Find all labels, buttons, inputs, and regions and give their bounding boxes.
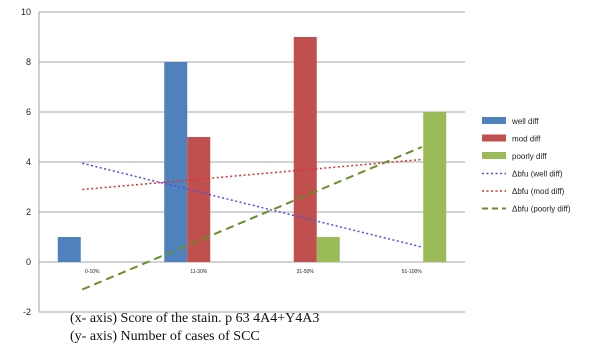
x-tick-label: 31-50% (297, 269, 315, 275)
trendline (82, 158, 422, 191)
bars (57, 37, 447, 262)
y-tick-label: 0 (26, 257, 31, 267)
legend-swatch (482, 117, 506, 124)
bar (423, 112, 447, 262)
y-tick-label: 6 (26, 107, 31, 117)
bar (57, 237, 81, 262)
bar (293, 37, 317, 262)
legend-entry: mod diff (512, 135, 541, 144)
x-axis-caption: (x- axis) Score of the stain. p 63 4A4+Y… (70, 311, 320, 326)
legend-swatch (482, 134, 506, 142)
bar (187, 137, 211, 262)
y-tick-label: 8 (26, 57, 31, 67)
trendline (82, 162, 422, 248)
legend-swatch (482, 152, 506, 159)
legend-entry: poorly diff (512, 152, 547, 161)
axes: -2 0 2 4 6 8 10 0-10% 11-30% 31-50% 51-100% (21, 7, 422, 317)
x-tick-label: 0-10% (85, 269, 100, 275)
y-tick-label: 2 (26, 207, 31, 217)
y-tick-label: -2 (23, 307, 31, 317)
legend-entry: Δbfu (poorly diff) (512, 205, 571, 214)
x-tick-label: 51-100% (402, 269, 423, 275)
legend-entry: well diff (511, 117, 539, 126)
y-tick-label: 4 (26, 157, 31, 167)
legend-entry: Δbfu (mod diff) (512, 187, 565, 196)
bar (316, 237, 340, 262)
trendlines (81, 146, 423, 291)
y-axis-caption: (y- axis) Number of cases of SCC (70, 329, 260, 344)
legend-entry: Δbfu (well diff) (512, 170, 563, 179)
trendline (81, 146, 423, 291)
legend: well diff mod diff poorly diff Δbfu (well d… (482, 117, 571, 214)
grid (39, 11, 465, 313)
bar (164, 62, 188, 262)
x-tick-label: 11-30% (190, 269, 207, 275)
y-tick-label: 10 (21, 7, 31, 17)
